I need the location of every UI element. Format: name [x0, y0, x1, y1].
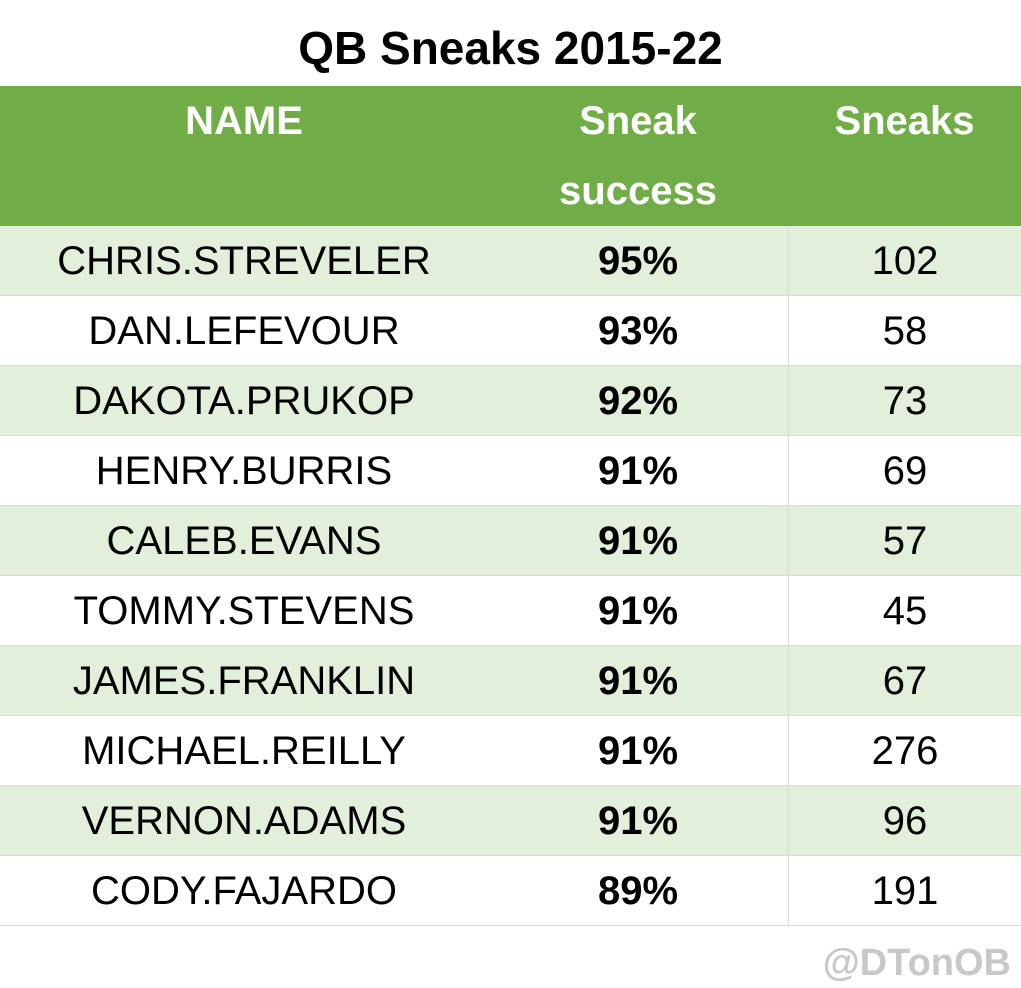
table-cell: 91%	[597, 659, 679, 703]
table-cell: 102	[788, 226, 1021, 296]
table-cell: HENRY.BURRIS	[95, 449, 393, 493]
table-row: VERNON.ADAMS 91% 96	[0, 786, 1021, 856]
table-cell: MICHAEL.REILLY	[82, 729, 406, 773]
table-cell: 69	[788, 436, 1021, 506]
watermark: @DTonOB	[822, 942, 1011, 984]
table-cell: 89%	[597, 869, 679, 913]
table-row: CHRIS.STREVELER 95% 102	[0, 226, 1021, 296]
table-row: TOMMY.STEVENS 91% 45	[0, 576, 1021, 646]
table-cell: CODY.FAJARDO	[91, 869, 397, 913]
header-cell: NAME	[185, 99, 303, 143]
table-cell: 57	[788, 506, 1021, 576]
table-row: CALEB.EVANS 91% 57	[0, 506, 1021, 576]
table-cell: 91%	[597, 589, 679, 633]
table-cell: 58	[788, 296, 1021, 366]
table-cell: DAN.LEFEVOUR	[88, 309, 400, 353]
table-cell: 91%	[597, 449, 679, 493]
table-row: HENRY.BURRIS 91% 69	[0, 436, 1021, 506]
table-cell: 67	[788, 646, 1021, 716]
table-cell: TOMMY.STEVENS	[73, 589, 415, 633]
table-cell: 276	[788, 716, 1021, 786]
table-cell: DAKOTA.PRUKOP	[73, 379, 415, 423]
header-cell: Sneak success	[559, 99, 717, 213]
table-cell: 91%	[597, 519, 679, 563]
table-cell: CALEB.EVANS	[106, 519, 382, 563]
table-row: JAMES.FRANKLIN 91% 67	[0, 646, 1021, 716]
table-cell: 92%	[597, 379, 679, 423]
title: QB Sneaks 2015-22	[298, 22, 723, 74]
table-cell: 95%	[597, 239, 679, 283]
header-cell: Sneaks	[834, 99, 975, 143]
table-cell: 45	[788, 576, 1021, 646]
table-row: CODY.FAJARDO 89% 191	[0, 856, 1021, 926]
table-row: DAN.LEFEVOUR 93% 58	[0, 296, 1021, 366]
table-cell: 91%	[597, 729, 679, 773]
table-cell: 91%	[597, 799, 679, 843]
table-row: DAKOTA.PRUKOP 92% 73	[0, 366, 1021, 436]
table-cell: JAMES.FRANKLIN	[72, 659, 416, 703]
table-header: NAME Sneak success Sneaks	[0, 86, 1021, 226]
table-cell: VERNON.ADAMS	[81, 799, 407, 843]
table-cell: 73	[788, 366, 1021, 436]
table-row: MICHAEL.REILLY 91% 276	[0, 716, 1021, 786]
table-cell: 96	[788, 786, 1021, 856]
table-cell: 93%	[597, 309, 679, 353]
table-cell: CHRIS.STREVELER	[57, 239, 431, 283]
table-cell: 191	[788, 856, 1021, 926]
